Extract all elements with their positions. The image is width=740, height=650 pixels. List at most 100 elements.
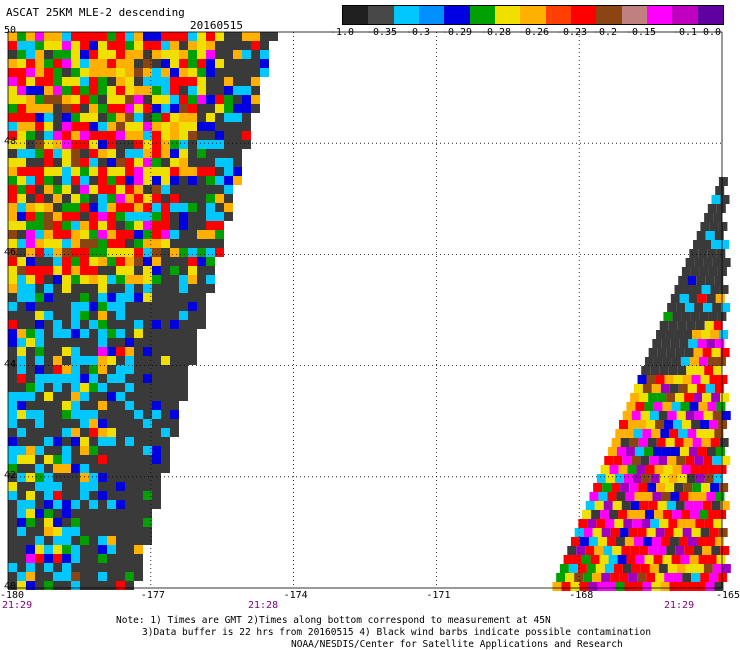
data-cell bbox=[62, 203, 71, 212]
data-cell bbox=[608, 555, 618, 564]
data-cell bbox=[17, 77, 26, 86]
data-cell bbox=[714, 276, 724, 285]
data-cell bbox=[688, 447, 698, 456]
data-cell bbox=[143, 428, 152, 437]
data-cell bbox=[107, 239, 116, 248]
data-cell bbox=[649, 564, 659, 573]
data-cell bbox=[170, 257, 179, 266]
data-cell bbox=[170, 203, 179, 212]
data-cell bbox=[8, 302, 17, 311]
data-cell bbox=[107, 149, 116, 158]
data-cell bbox=[134, 86, 143, 95]
data-cell bbox=[71, 212, 80, 221]
data-cell bbox=[179, 329, 188, 338]
data-cell bbox=[116, 230, 125, 239]
data-cell bbox=[161, 68, 170, 77]
data-cell bbox=[215, 212, 224, 221]
data-cell bbox=[152, 293, 161, 302]
data-cell bbox=[589, 492, 599, 501]
data-cell bbox=[188, 356, 197, 365]
data-cell bbox=[17, 581, 26, 590]
data-cell bbox=[579, 582, 589, 591]
data-cell bbox=[206, 212, 215, 221]
data-cell bbox=[53, 239, 62, 248]
data-cell bbox=[674, 483, 684, 492]
data-cell bbox=[17, 464, 26, 473]
data-cell bbox=[215, 140, 224, 149]
data-cell bbox=[242, 140, 251, 149]
data-cell bbox=[143, 239, 152, 248]
data-cell bbox=[107, 158, 116, 167]
data-cell bbox=[8, 563, 17, 572]
data-cell bbox=[170, 32, 179, 41]
data-cell bbox=[44, 563, 53, 572]
data-cell bbox=[44, 95, 53, 104]
data-cell bbox=[44, 455, 53, 464]
data-cell bbox=[143, 131, 152, 140]
data-cell bbox=[161, 86, 170, 95]
data-cell bbox=[80, 356, 89, 365]
data-cell bbox=[609, 510, 619, 519]
data-cell bbox=[62, 482, 71, 491]
data-cell bbox=[707, 249, 717, 258]
data-cell bbox=[179, 338, 188, 347]
data-cell bbox=[645, 465, 655, 474]
data-cell bbox=[721, 411, 731, 420]
data-cell bbox=[62, 311, 71, 320]
data-cell bbox=[17, 437, 26, 446]
data-cell bbox=[53, 545, 62, 554]
data-cell bbox=[188, 284, 197, 293]
data-cell bbox=[595, 564, 605, 573]
data-cell bbox=[26, 320, 35, 329]
data-cell bbox=[658, 564, 668, 573]
data-cell bbox=[98, 320, 107, 329]
data-cell bbox=[8, 410, 17, 419]
data-cell bbox=[62, 284, 71, 293]
data-cell bbox=[98, 545, 107, 554]
data-cell bbox=[701, 438, 711, 447]
data-cell bbox=[624, 537, 634, 546]
data-cell bbox=[577, 564, 587, 573]
data-cell bbox=[116, 518, 125, 527]
data-cell bbox=[35, 491, 44, 500]
data-cell bbox=[80, 545, 89, 554]
data-cell bbox=[152, 185, 161, 194]
data-cell bbox=[17, 509, 26, 518]
data-cell bbox=[62, 113, 71, 122]
data-cell bbox=[721, 564, 731, 573]
data-cell bbox=[637, 528, 647, 537]
data-cell bbox=[585, 501, 595, 510]
data-cell bbox=[242, 41, 251, 50]
data-cell bbox=[71, 554, 80, 563]
data-cell bbox=[125, 329, 134, 338]
legend-label: 0.0 bbox=[702, 27, 722, 38]
data-cell bbox=[143, 329, 152, 338]
data-cell bbox=[8, 158, 17, 167]
data-cell bbox=[89, 239, 98, 248]
data-cell bbox=[44, 329, 53, 338]
data-cell bbox=[62, 212, 71, 221]
data-cell bbox=[80, 176, 89, 185]
data-cell bbox=[690, 267, 700, 276]
data-cell bbox=[53, 437, 62, 446]
data-cell bbox=[44, 131, 53, 140]
data-cell bbox=[576, 546, 586, 555]
legend-color-swatch bbox=[570, 6, 597, 24]
data-cell bbox=[654, 465, 664, 474]
data-cell bbox=[179, 194, 188, 203]
data-cell bbox=[233, 113, 242, 122]
data-cell bbox=[125, 509, 134, 518]
data-cell bbox=[71, 527, 80, 536]
data-cell bbox=[711, 240, 721, 249]
data-cell bbox=[44, 554, 53, 563]
data-cell bbox=[718, 420, 728, 429]
data-cell bbox=[702, 546, 712, 555]
data-cell bbox=[116, 419, 125, 428]
data-cell bbox=[630, 546, 640, 555]
data-cell bbox=[716, 249, 726, 258]
data-cell bbox=[98, 437, 107, 446]
data-cell bbox=[718, 177, 728, 186]
data-cell bbox=[678, 384, 688, 393]
data-cell bbox=[641, 474, 651, 483]
data-cell bbox=[26, 329, 35, 338]
